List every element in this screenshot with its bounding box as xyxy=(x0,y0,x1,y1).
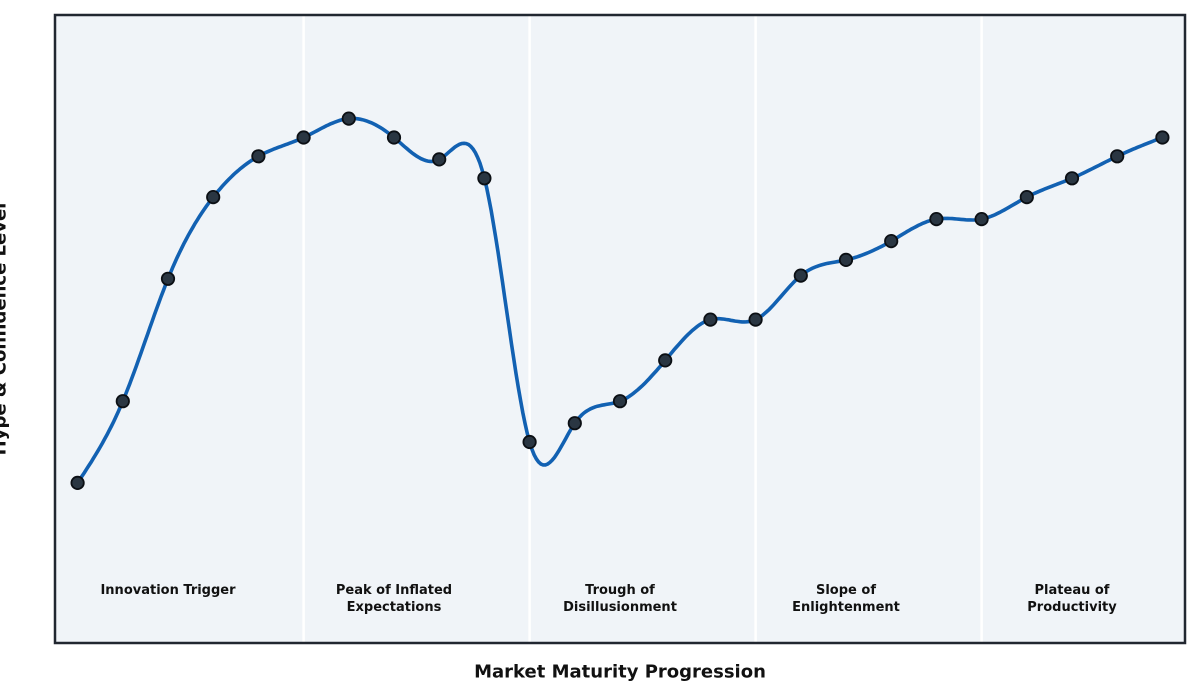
data-point xyxy=(115,394,130,409)
data-point xyxy=(386,130,402,145)
data-point xyxy=(838,252,854,267)
data-point xyxy=(703,312,718,327)
data-point xyxy=(522,434,537,450)
y-axis-label: Hype & Confidence Level xyxy=(0,202,11,456)
data-point xyxy=(793,268,808,283)
data-point xyxy=(567,416,582,431)
phase-label-innovation-trigger: Innovation Trigger xyxy=(100,583,236,598)
data-point xyxy=(296,130,311,145)
data-point xyxy=(1019,190,1034,205)
data-point xyxy=(1064,171,1080,186)
data-point xyxy=(341,111,356,126)
axes-frame xyxy=(53,13,1187,645)
data-point xyxy=(477,171,492,186)
data-point xyxy=(612,394,628,409)
phase-label-plateau-of-productivity: Plateau of Productivity xyxy=(1027,583,1117,615)
data-point xyxy=(206,190,221,205)
x-axis-label: Market Maturity Progression xyxy=(474,661,766,683)
data-point xyxy=(974,212,989,227)
phase-label-peak-of-inflated-expectations: Peak of Inflated Expectations xyxy=(335,583,453,615)
axes-background xyxy=(55,15,1185,643)
data-point xyxy=(929,212,944,227)
data-point xyxy=(251,149,266,164)
data-point xyxy=(884,234,899,249)
data-point xyxy=(160,271,176,286)
phase-label-slope-of-enlightenment: Slope of Enlightenment xyxy=(792,583,900,615)
data-point xyxy=(432,152,447,167)
data-point xyxy=(70,475,85,490)
data-point xyxy=(1155,130,1170,145)
data-point xyxy=(748,312,763,327)
phase-label-trough-of-disillusionment: Trough of Disillusionment xyxy=(563,583,677,615)
data-point xyxy=(1110,149,1125,164)
data-point xyxy=(658,353,673,368)
